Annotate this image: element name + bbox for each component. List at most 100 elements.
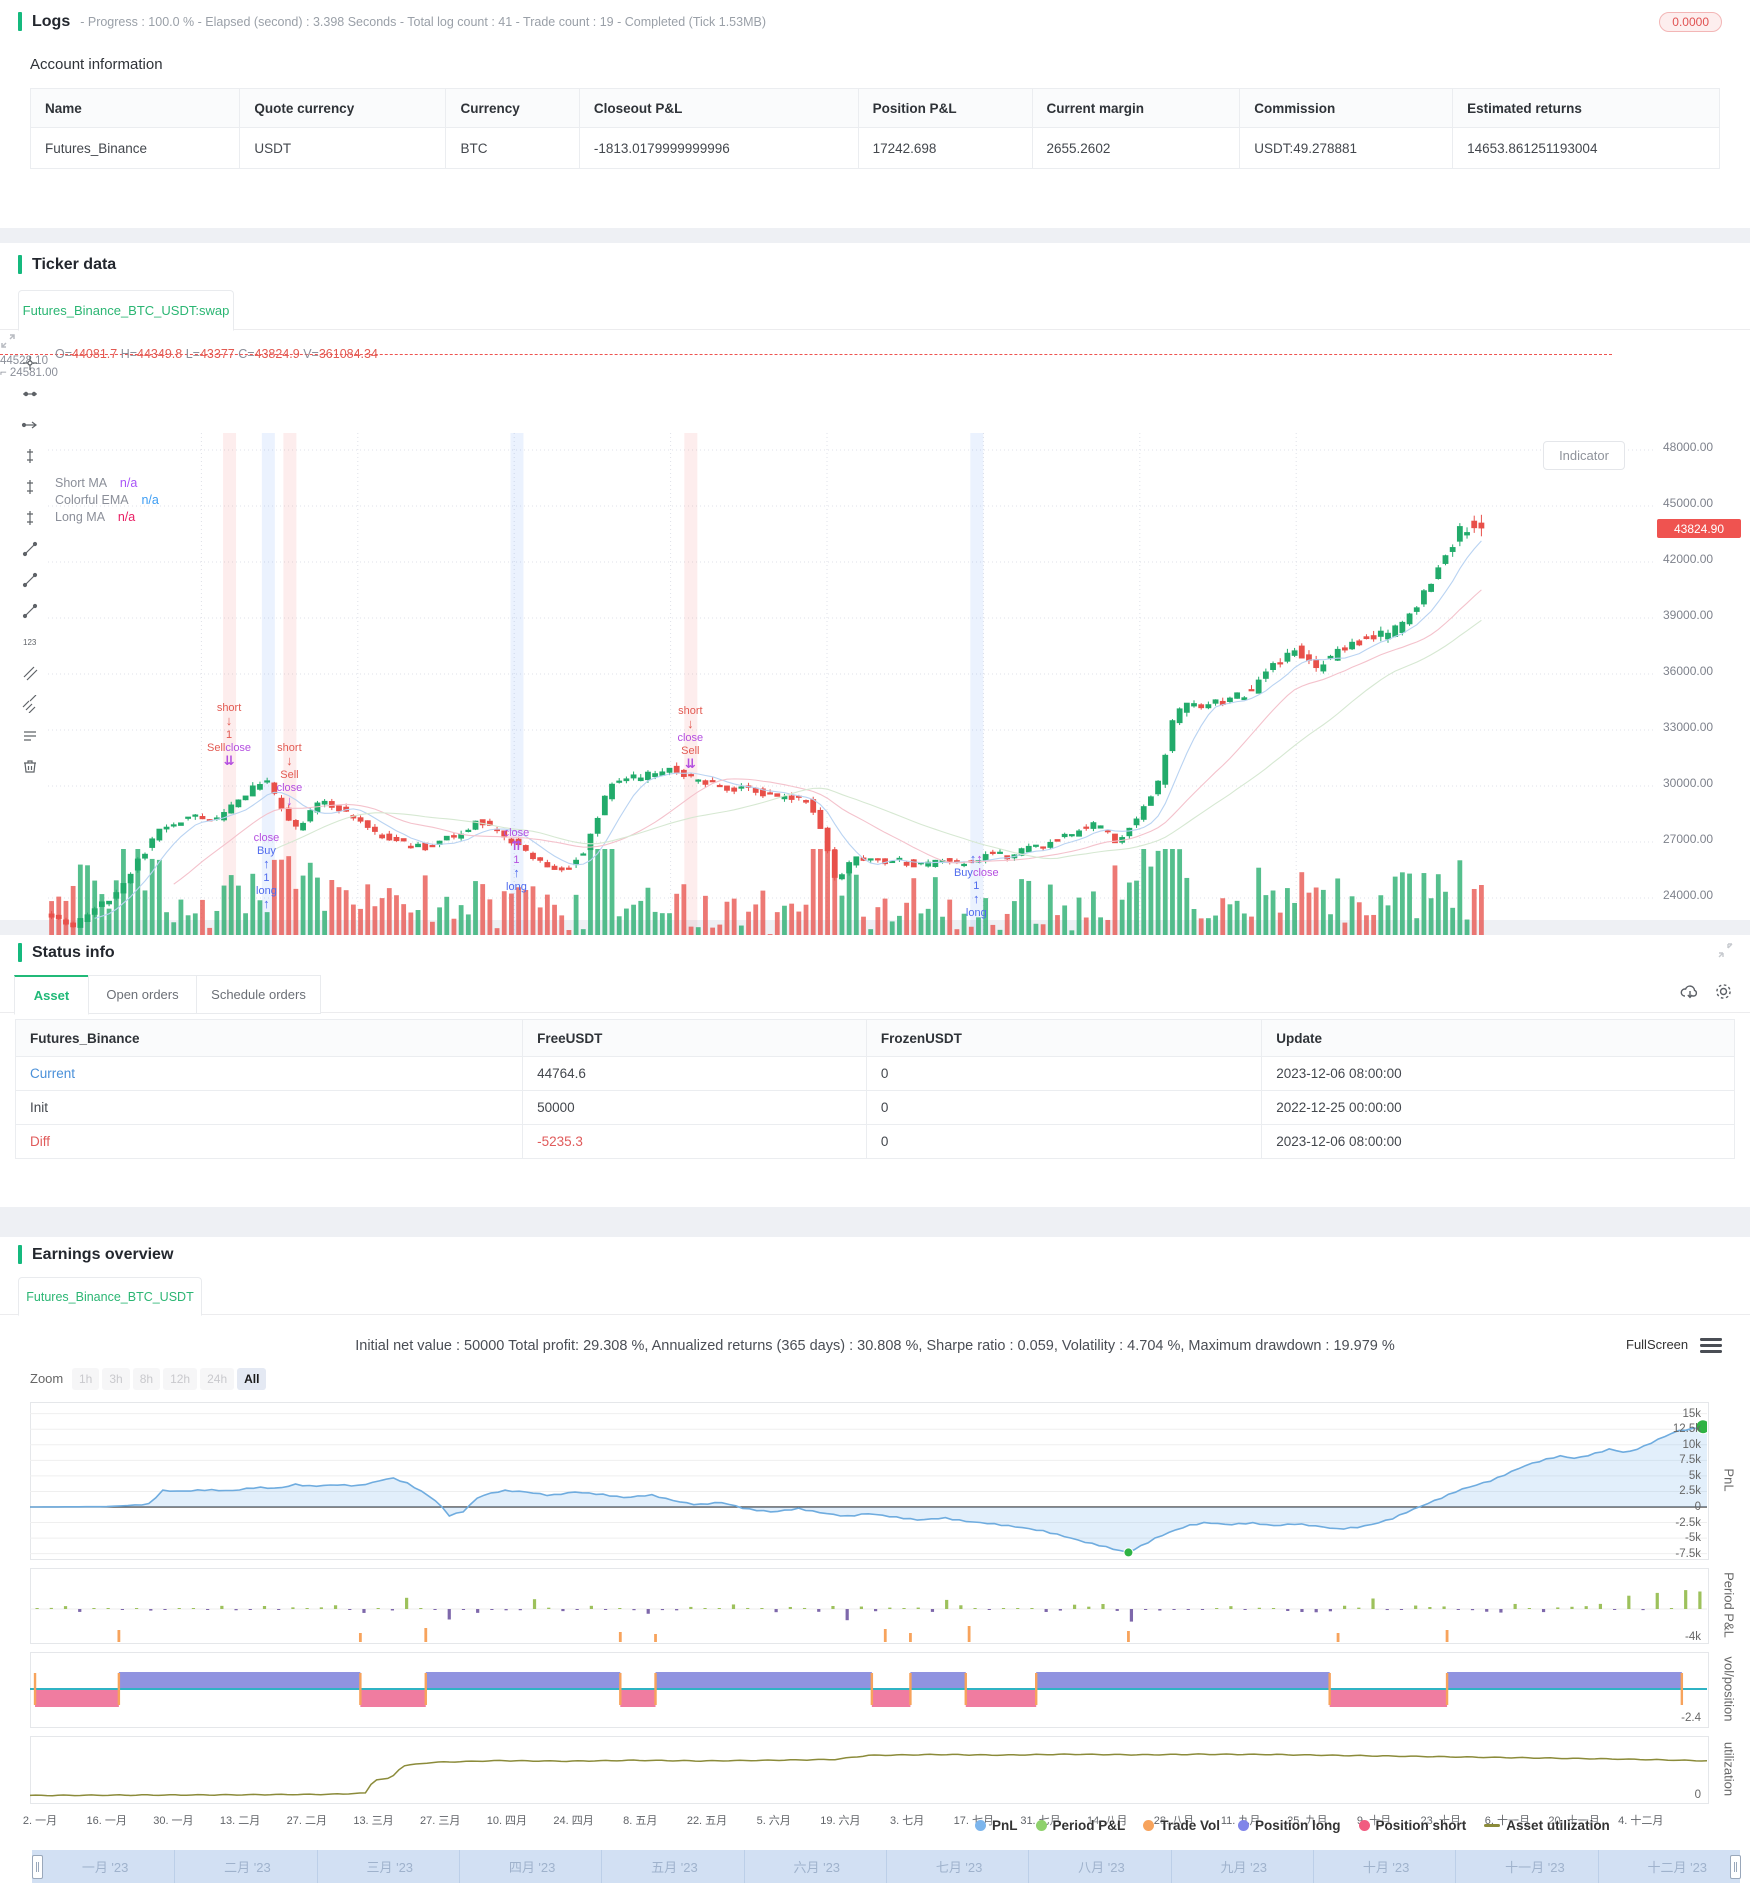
navigator-separator xyxy=(1313,1850,1314,1883)
zoom-label: Zoom xyxy=(30,1371,64,1386)
pnl-tick: 12.5k xyxy=(1672,1423,1701,1436)
legend-label: Trade Vol xyxy=(1160,1818,1221,1833)
zoom-button-12h[interactable]: 12h xyxy=(163,1368,198,1390)
status-cell: 50000 xyxy=(522,1090,867,1125)
price-axis-label: 36000.00 xyxy=(1663,664,1714,678)
status-cell: 0 xyxy=(865,1056,1263,1091)
low-annotation: ⌐ 24581.00 xyxy=(0,367,58,379)
tab-earnings-symbol[interactable]: Futures_Binance_BTC_USDT xyxy=(18,1277,202,1316)
menu-icon[interactable] xyxy=(1700,1337,1722,1354)
price-axis-label: 27000.00 xyxy=(1663,832,1714,846)
account-col-header: Closeout P&L xyxy=(578,88,859,128)
zoom-button-8h[interactable]: 8h xyxy=(132,1368,161,1390)
account-col-header: Position P&L xyxy=(857,88,1033,128)
status-tab-open-orders[interactable]: Open orders xyxy=(88,975,197,1014)
x-tick: 28. 八月 xyxy=(1153,1815,1195,1827)
x-tick: 20. 十一月 xyxy=(1548,1815,1600,1827)
candlestick-chart[interactable]: 123 O=44081.7 H=44349.8 L=43377 C=43824.9… xyxy=(0,333,1750,967)
section-accent-bar xyxy=(18,943,22,962)
earnings-title: Earnings overview xyxy=(32,1245,174,1263)
pnl-tick: -2.5k xyxy=(1675,1516,1701,1529)
status-cell: 2023-12-06 08:00:00 xyxy=(1261,1124,1735,1159)
cloud-download-icon[interactable] xyxy=(1680,983,1700,1001)
navigator-separator xyxy=(1028,1850,1030,1883)
navigator-month-label: 九月 '23 xyxy=(1220,1860,1268,1875)
account-cell: USDT xyxy=(239,127,447,169)
trend3-icon[interactable] xyxy=(16,599,44,623)
legend-item-position-short[interactable]: Position short xyxy=(1358,1818,1466,1833)
x-tick: 8. 五月 xyxy=(623,1815,658,1827)
pane-vol-position xyxy=(30,1652,1709,1728)
earnings-charts: PnL Period P&L vol/position utilization 15k 1… xyxy=(0,1237,1750,1891)
section-accent-bar xyxy=(18,255,22,274)
candlestick-plot[interactable] xyxy=(48,433,1660,958)
status-tab-asset[interactable]: Asset xyxy=(14,975,89,1015)
period-pnl-chart[interactable] xyxy=(30,1568,1707,1642)
status-col-header: Update xyxy=(1261,1019,1735,1057)
vtick2-icon[interactable] xyxy=(16,475,44,499)
pane-utilization xyxy=(30,1736,1709,1804)
legend-item-period-p&l[interactable]: Period P&L xyxy=(1035,1818,1125,1833)
asset-utilization-marker xyxy=(1484,1824,1501,1827)
navigator-month-label: 二月 '23 xyxy=(224,1860,271,1875)
x-tick: 27. 二月 xyxy=(286,1815,327,1827)
gear-icon[interactable] xyxy=(1714,982,1733,1001)
zoom-button-1h[interactable]: 1h xyxy=(72,1368,100,1390)
zoom-button-3h[interactable]: 3h xyxy=(102,1368,130,1390)
crosshair-icon[interactable] xyxy=(16,351,44,375)
zoom-button-24h[interactable]: 24h xyxy=(200,1368,235,1390)
parallel-icon[interactable] xyxy=(16,661,44,685)
x-tick: 4. 十二月 xyxy=(1618,1815,1664,1827)
vrange-icon[interactable] xyxy=(16,506,44,530)
fullscreen-button[interactable]: FullScreen xyxy=(1626,1337,1689,1352)
x-tick: 23. 十月 xyxy=(1420,1815,1461,1827)
status-row-label[interactable]: Current xyxy=(14,1056,524,1091)
utilization-chart[interactable] xyxy=(30,1736,1707,1802)
position-chart[interactable] xyxy=(30,1652,1707,1726)
x-tick: 25. 九月 xyxy=(1287,1815,1328,1827)
trade-marker: ▶ xyxy=(0,401,875,412)
tab-ticker-symbol[interactable]: Futures_Binance_BTC_USDT:swap xyxy=(18,290,234,331)
legend-item-trade-vol[interactable]: Trade Vol xyxy=(1143,1818,1220,1833)
legend-item-position-long[interactable]: Position long xyxy=(1238,1818,1341,1833)
numbers-icon[interactable]: 123 xyxy=(16,630,44,654)
legend-item-pnl[interactable]: PnL xyxy=(975,1818,1018,1833)
navigator-handle-left[interactable] xyxy=(32,1855,43,1879)
navigator-month-label: 六月 '23 xyxy=(793,1860,841,1875)
legend-item-asset-utilization[interactable]: Asset utilization xyxy=(1484,1818,1610,1833)
vtick1-icon[interactable] xyxy=(16,444,44,468)
status-tab-schedule-orders[interactable]: Schedule orders xyxy=(196,975,321,1014)
price-axis-label: 24000.00 xyxy=(1663,888,1714,902)
section-accent-bar xyxy=(18,1245,22,1264)
status-header: Status info xyxy=(18,943,115,962)
util-tick: 0 xyxy=(1694,1789,1701,1801)
ticker-title: Ticker data xyxy=(32,255,117,273)
account-col-header: Currency xyxy=(445,88,580,128)
navigator-separator xyxy=(174,1850,176,1883)
account-cell: Futures_Binance xyxy=(29,127,241,169)
axis-title-pnl: PnL xyxy=(1721,1468,1737,1492)
navigator-handle-right[interactable] xyxy=(1730,1855,1741,1879)
status-row: Init 50000 0 2022-12-25 00:00:00 xyxy=(14,1090,1735,1125)
trash-icon[interactable] xyxy=(16,754,44,778)
hatch-icon[interactable] xyxy=(16,692,44,716)
ma-legend-item: Long MA n/a xyxy=(55,510,136,524)
expand-icon[interactable] xyxy=(1718,943,1733,958)
account-cell: BTC xyxy=(445,127,580,169)
pnl-chart[interactable] xyxy=(30,1402,1707,1558)
trend1-icon[interactable] xyxy=(16,537,44,561)
trade-marker: ◀ xyxy=(0,379,875,390)
trend2-icon[interactable] xyxy=(16,568,44,592)
dotline-icon[interactable] xyxy=(16,382,44,406)
rows-icon[interactable] xyxy=(16,723,44,747)
zoom-button-all[interactable]: All xyxy=(237,1368,267,1390)
expand-icon[interactable] xyxy=(0,333,1750,354)
pnl-tick: -5k xyxy=(1685,1532,1701,1545)
status-badge: 0.0000 xyxy=(1659,12,1722,32)
navigator-scrollbar[interactable]: 一月 '23 二月 '23 三月 '23 四月 '23 五月 '23 六月 '23 七月 '… xyxy=(32,1850,1741,1883)
account-table: Name Quote currency Currency Closeout P&L Po… xyxy=(29,88,1720,169)
x-tick: 2. 一月 xyxy=(22,1815,58,1827)
indicator-button[interactable]: Indicator xyxy=(1543,441,1625,470)
navigator-month-label: 四月 '23 xyxy=(508,1860,556,1875)
arrowline-icon[interactable] xyxy=(16,413,44,437)
